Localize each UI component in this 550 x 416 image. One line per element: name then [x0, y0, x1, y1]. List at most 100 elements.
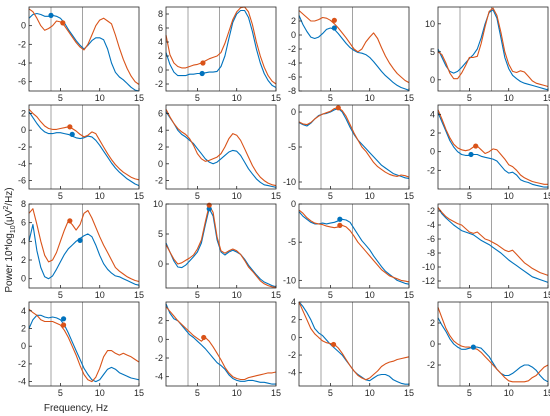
y-tick-label: 10 — [425, 19, 435, 29]
y-tick-label: 4 — [21, 236, 26, 246]
series-line-series_b — [28, 8, 140, 85]
y-tick-label: 0 — [291, 199, 296, 209]
series-line-series_a — [28, 12, 140, 92]
peak-marker-series_a — [337, 216, 343, 222]
y-tick-label: -2 — [155, 176, 163, 186]
peak-marker-series_b — [201, 334, 207, 341]
series-line-series_a — [437, 317, 549, 383]
x-tick-label: 10 — [365, 388, 375, 398]
y-tick-label: -5 — [288, 142, 296, 152]
y-tick-label: -10 — [283, 177, 296, 187]
y-tick-label: 2 — [430, 128, 435, 138]
x-tick-label: 5 — [58, 290, 63, 300]
x-tick-label: 15 — [271, 290, 281, 300]
peak-marker-series_b — [473, 143, 479, 149]
y-tick-label: -10 — [283, 275, 296, 285]
psd-panel-9: 5 10 15 8 6 4 2 0 — [21, 199, 144, 300]
x-tick-label: 5 — [467, 388, 472, 398]
series-line-series_a — [437, 112, 548, 188]
x-tick-label: 10 — [232, 388, 242, 398]
y-tick-label: 0 — [291, 30, 296, 40]
series-line-series_b — [298, 107, 410, 178]
series-line-series_b — [437, 7, 549, 88]
y-tick-label: -4 — [18, 58, 26, 68]
y-tick-label: 2 — [158, 142, 163, 152]
y-tick-label: 4 — [158, 125, 163, 135]
x-tick-label: 5 — [467, 290, 472, 300]
series-line-series_a — [298, 15, 410, 91]
y-tick-label: 0 — [158, 159, 163, 169]
x-tick-label: 5 — [58, 388, 63, 398]
y-tick-label: -6 — [288, 72, 296, 82]
peak-marker-series_a — [206, 206, 212, 212]
psd-panel-6: 5 10 15 6 4 2 0 -2 — [155, 104, 281, 201]
x-tick-label: 5 — [467, 191, 472, 201]
peak-marker-series_b — [60, 20, 66, 26]
y-tick-label: -4 — [427, 220, 435, 230]
y-axis-label: Power 10*log10(μV2/Hz) — [3, 187, 17, 292]
y-axis-label-sup: 2 — [3, 206, 10, 210]
series-line-series_b — [165, 204, 277, 288]
y-axis-label-prefix: Power 10*log — [4, 233, 15, 292]
x-tick-label: 5 — [328, 93, 333, 103]
axes-frame — [437, 6, 549, 92]
y-tick-label: 8 — [21, 199, 26, 209]
y-tick-label: 2 — [21, 324, 26, 334]
y-tick-label: -2 — [155, 353, 163, 363]
axes-frame — [28, 104, 140, 190]
y-tick-label: 4 — [158, 37, 163, 47]
peak-marker-series_a — [77, 237, 83, 243]
x-tick-label: 5 — [328, 191, 333, 201]
series-line-series_b — [298, 301, 410, 381]
series-line-series_a — [28, 223, 140, 286]
axes-frame — [437, 104, 549, 190]
peak-marker-series_a — [468, 151, 474, 158]
x-tick-label: 10 — [95, 93, 105, 103]
y-tick-label: -12 — [422, 276, 435, 286]
series-line-series_a — [437, 9, 549, 91]
x-tick-label: 15 — [404, 388, 414, 398]
x-tick-label: 10 — [95, 191, 105, 201]
series-line-series_a — [28, 314, 140, 383]
series-line-series_a — [165, 9, 277, 88]
x-tick-label: 5 — [328, 290, 333, 300]
y-tick-label: 4 — [21, 306, 26, 316]
series-line-series_b — [165, 306, 277, 381]
x-axis-label: Frequency, Hz — [44, 403, 108, 414]
axes-frame — [165, 203, 277, 289]
y-tick-label: 0 — [291, 332, 296, 342]
y-tick-label: 0 — [21, 341, 26, 351]
y-tick-label: -5 — [288, 237, 296, 247]
peak-marker-series_a — [470, 344, 476, 350]
y-axis-label-sub: 10 — [10, 225, 17, 233]
y-tick-label: 6 — [158, 108, 163, 118]
series-line-series_b — [165, 108, 277, 187]
y-tick-label: -8 — [427, 248, 435, 258]
peak-marker-series_b — [67, 124, 73, 130]
axes-frame — [298, 301, 410, 387]
x-tick-label: 10 — [365, 191, 375, 201]
peak-marker-series_a — [199, 70, 205, 77]
peak-marker-series_a — [331, 25, 337, 31]
y-tick-label: -2 — [427, 165, 435, 175]
y-tick-label: -6 — [18, 77, 26, 87]
y-tick-label: -4 — [155, 372, 163, 382]
x-tick-label: 15 — [271, 388, 281, 398]
x-tick-label: 15 — [543, 191, 550, 201]
x-tick-label: 15 — [404, 93, 414, 103]
y-tick-label: 2 — [158, 51, 163, 61]
x-tick-label: 10 — [365, 93, 375, 103]
series-line-series_b — [28, 108, 140, 181]
y-tick-label: 6 — [158, 23, 163, 33]
y-tick-label: 2 — [430, 318, 435, 328]
x-tick-label: 10 — [504, 191, 514, 201]
x-tick-label: 5 — [195, 290, 200, 300]
peak-marker-series_b — [335, 105, 341, 111]
y-tick-label: 4 — [430, 109, 435, 119]
y-tick-label: -2 — [288, 44, 296, 54]
y-tick-label: 6 — [21, 218, 26, 228]
peak-marker-series_b — [200, 60, 206, 66]
